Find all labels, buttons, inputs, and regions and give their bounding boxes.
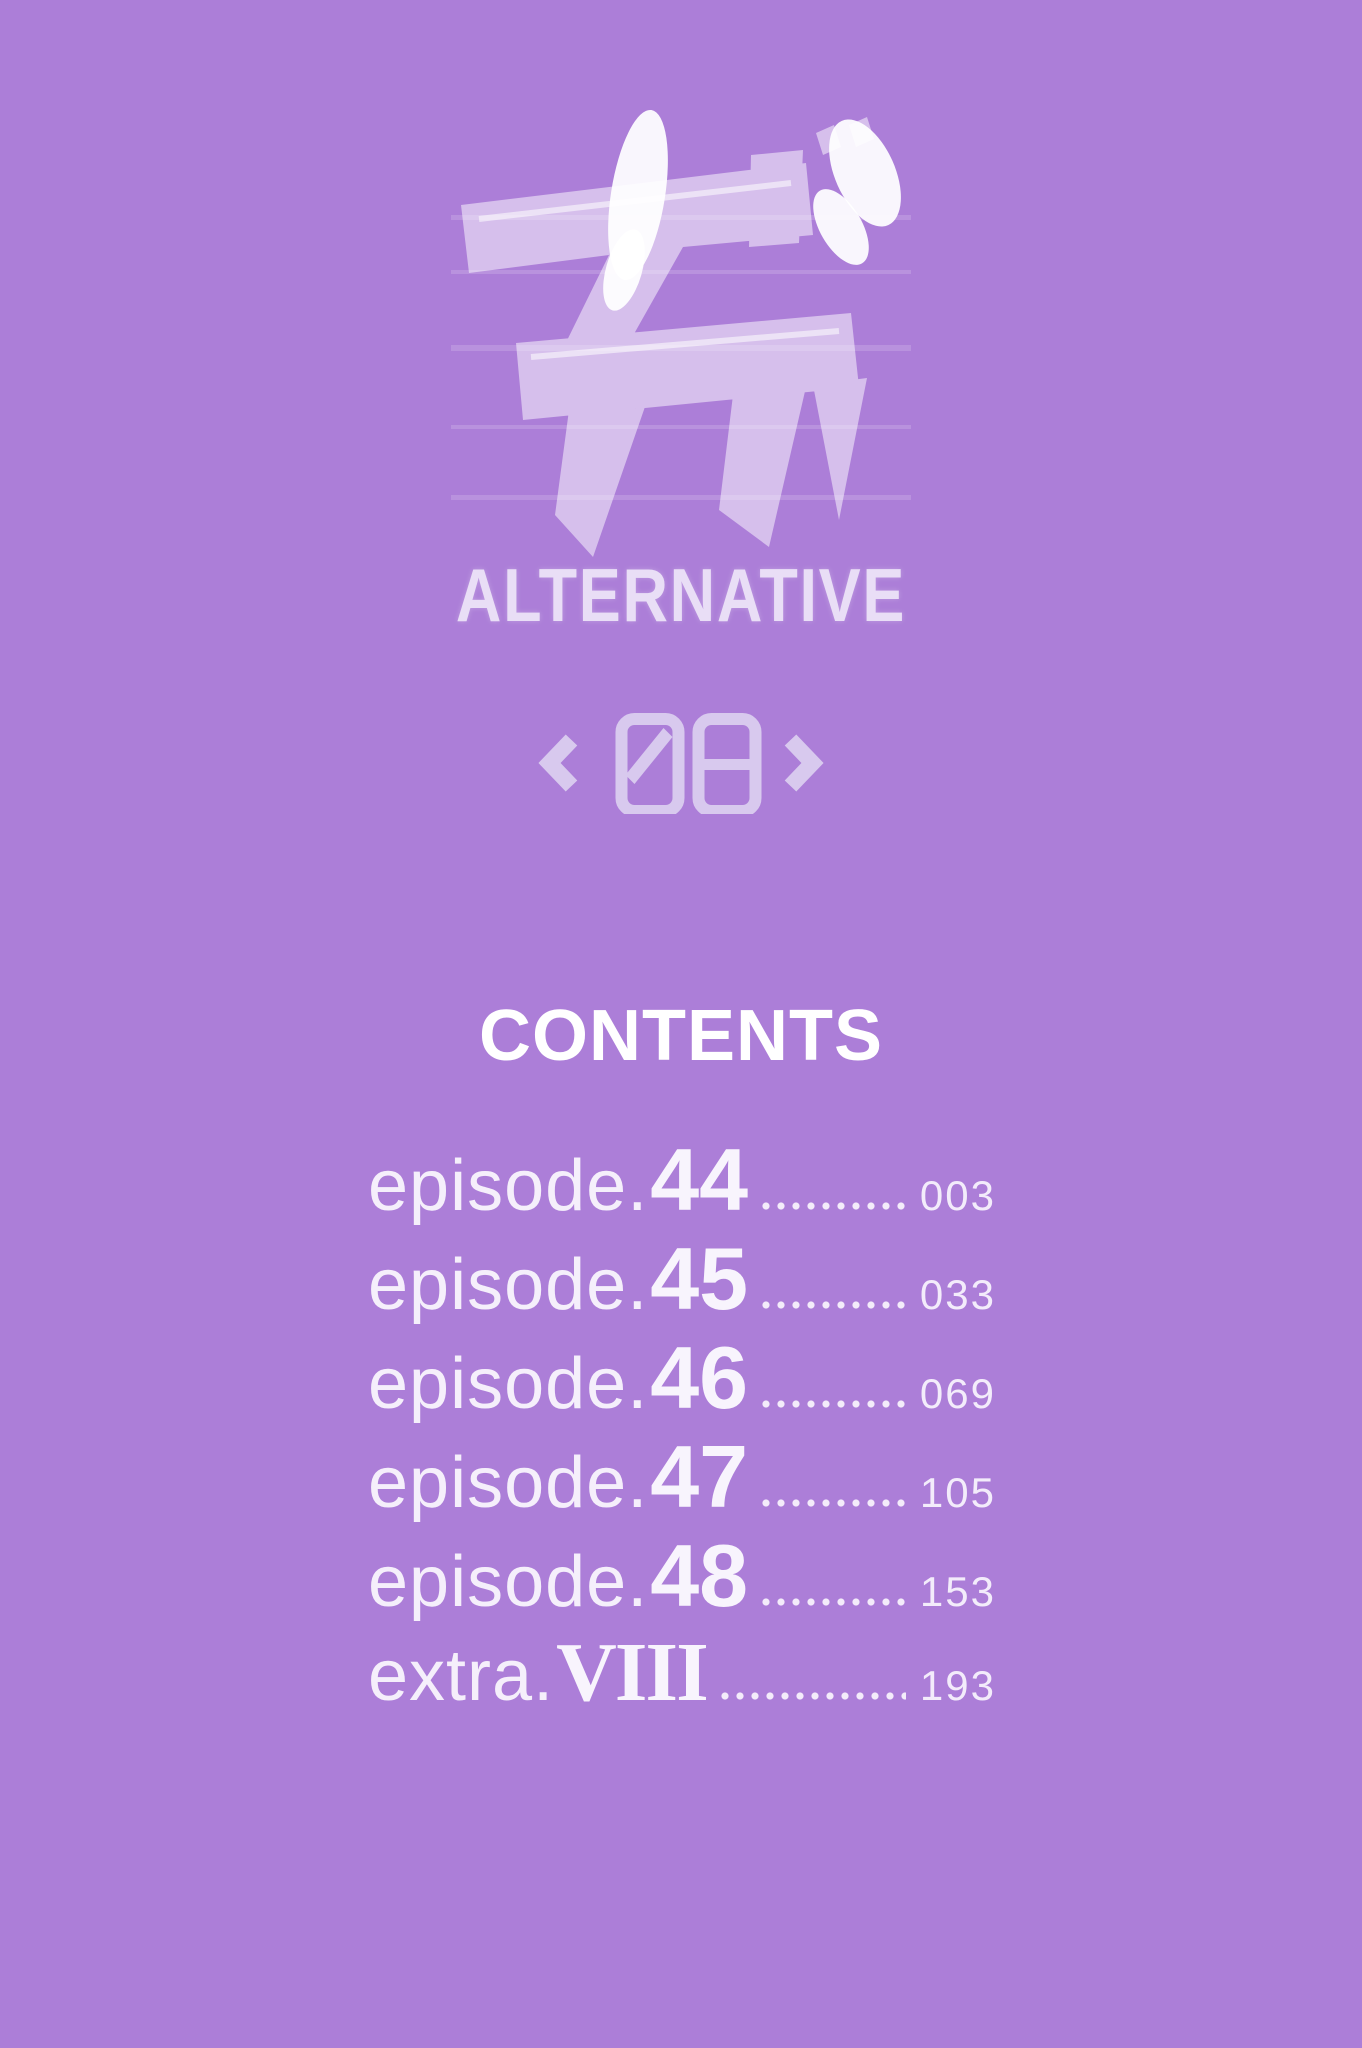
entry-label: episode. bbox=[368, 1443, 649, 1523]
entry-number: 47 bbox=[650, 1427, 749, 1526]
wing-icon bbox=[603, 109, 901, 311]
entry-label: episode. bbox=[368, 1344, 649, 1424]
dot-leader bbox=[762, 1301, 906, 1309]
entry-label: extra. bbox=[368, 1636, 555, 1716]
toc-list: episode. 44 003 episode. 45 033 episode.… bbox=[368, 1136, 996, 1730]
entry-page: 003 bbox=[919, 1172, 996, 1219]
entry-page: 069 bbox=[919, 1370, 996, 1417]
digit-eight-icon bbox=[692, 713, 762, 814]
dot-leader bbox=[762, 1202, 906, 1210]
chevron-right-icon bbox=[784, 734, 824, 792]
toc-entry-episode-48: episode. 48 153 bbox=[368, 1532, 996, 1631]
entry-number: 46 bbox=[650, 1328, 749, 1427]
toc-entry-episode-45: episode. 45 033 bbox=[368, 1235, 996, 1334]
alternative-subtitle: ALTERNATIVE bbox=[455, 553, 907, 637]
toc-entry-episode-47: episode. 47 105 bbox=[368, 1433, 996, 1532]
toc-entry-episode-44: episode. 44 003 bbox=[368, 1136, 996, 1235]
dot-leader bbox=[762, 1598, 906, 1606]
entry-page: 033 bbox=[919, 1271, 996, 1318]
toc-entry-extra-viii: extra. VIII 193 bbox=[368, 1631, 996, 1730]
chevron-left-icon bbox=[538, 734, 578, 792]
entry-label: episode. bbox=[368, 1542, 649, 1622]
logo-katakana-shapes bbox=[451, 117, 911, 557]
entry-page: 153 bbox=[919, 1568, 996, 1615]
entry-label: episode. bbox=[368, 1146, 649, 1226]
muv-luv-logo bbox=[451, 95, 911, 565]
entry-number: VIII bbox=[556, 1626, 709, 1719]
contents-heading: CONTENTS bbox=[479, 996, 883, 1076]
digit-zero-icon bbox=[615, 713, 685, 814]
dot-leader bbox=[762, 1400, 906, 1408]
entry-number: 48 bbox=[650, 1526, 749, 1625]
entry-page: 193 bbox=[919, 1662, 996, 1709]
toc-entry-episode-46: episode. 46 069 bbox=[368, 1334, 996, 1433]
entry-page: 105 bbox=[919, 1469, 996, 1516]
entry-label: episode. bbox=[368, 1245, 649, 1325]
entry-number: 45 bbox=[650, 1229, 749, 1328]
entry-number: 44 bbox=[650, 1130, 749, 1229]
dot-leader bbox=[762, 1499, 906, 1507]
dot-leader bbox=[720, 1692, 906, 1700]
volume-number-08 bbox=[538, 712, 825, 814]
